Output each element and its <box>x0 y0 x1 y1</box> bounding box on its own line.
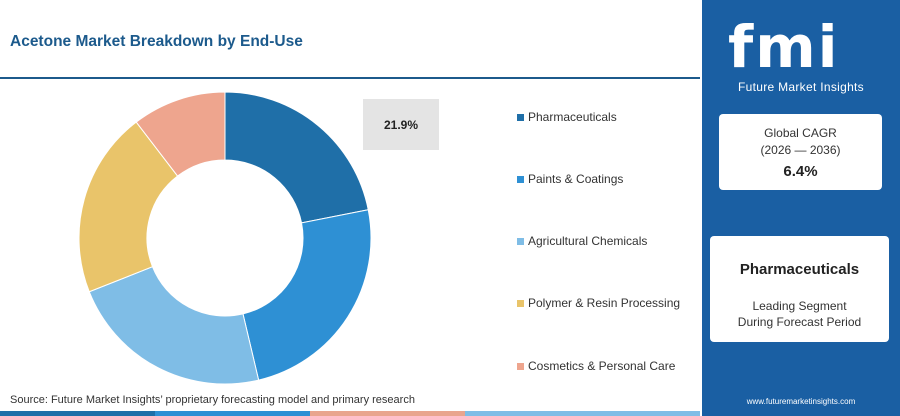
sidebar: fmi Future Market Insights Global CAGR (… <box>702 0 900 416</box>
leading-segment-caption: Leading Segment During Forecast Period <box>710 298 889 330</box>
cagr-range: (2026 — 2036) <box>760 143 841 157</box>
title-divider <box>0 77 700 79</box>
chart-title: Acetone Market Breakdown by End-Use <box>10 33 303 50</box>
legend-label: Pharmaceuticals <box>528 110 617 124</box>
cagr-label: Global CAGR <box>764 126 837 140</box>
website-link[interactable]: www.futuremarketinsights.com <box>746 397 856 406</box>
donut-slice-polymer-resin-processing <box>78 121 179 293</box>
highlight-callout: 21.9% <box>363 99 439 150</box>
legend-label: Agricultural Chemicals <box>528 234 648 248</box>
legend-item: Cosmetics & Personal Care <box>517 359 675 373</box>
leading-segment-name: Pharmaceuticals <box>739 261 860 278</box>
brand-name: Future Market Insights <box>738 80 864 94</box>
bottom-color-bar <box>0 411 700 416</box>
brand-logo: fmi <box>728 13 840 81</box>
donut-slice-pharmaceuticals <box>224 91 369 224</box>
legend-label: Cosmetics & Personal Care <box>528 359 676 373</box>
cagr-card: Global CAGR (2026 — 2036) 6.4% <box>719 114 882 190</box>
donut-slice-agricultural-chemicals <box>88 266 260 385</box>
legend-item: Pharmaceuticals <box>517 110 617 124</box>
source-note: Source: Future Market Insights’ propriet… <box>10 394 415 406</box>
chart-panel: Acetone Market Breakdown by End-Use 21.9… <box>0 33 700 416</box>
cagr-value: 6.4% <box>783 163 818 180</box>
donut-slice-paints-coatings <box>242 209 372 381</box>
highlight-value: 21.9% <box>383 118 419 132</box>
legend-item: Paints & Coatings <box>517 172 623 186</box>
donut-chart <box>78 91 372 385</box>
leading-segment-caption-line2: During Forecast Period <box>737 315 862 329</box>
legend-swatch <box>517 113 524 121</box>
legend-label: Polymer & Resin Processing <box>528 296 681 310</box>
leading-segment-card: Pharmaceuticals Leading Segment During F… <box>710 236 889 342</box>
legend-swatch <box>517 237 524 245</box>
legend-label: Paints & Coatings <box>528 172 624 186</box>
donut-slice-cosmetics-personal-care <box>135 91 226 177</box>
leading-segment-caption-line1: Leading Segment <box>752 299 847 313</box>
legend-swatch <box>517 175 524 183</box>
legend-swatch <box>517 299 524 307</box>
legend-item: Agricultural Chemicals <box>517 234 647 248</box>
legend-swatch <box>517 362 524 370</box>
legend-item: Polymer & Resin Processing <box>517 296 680 310</box>
